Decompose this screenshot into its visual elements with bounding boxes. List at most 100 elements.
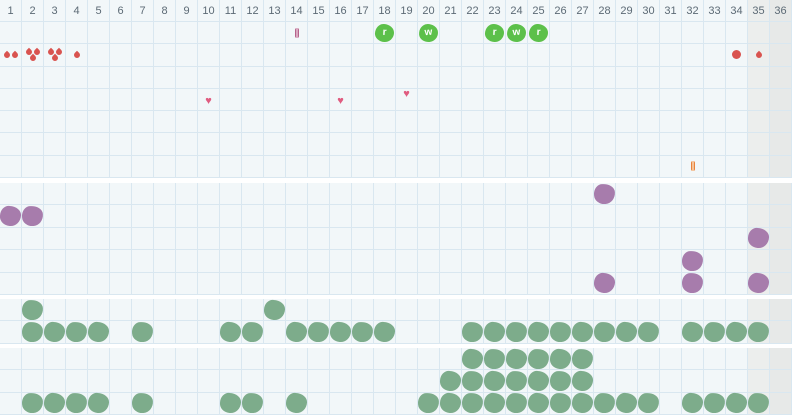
grid-cell[interactable] [594, 22, 616, 45]
grid-cell[interactable] [638, 272, 660, 295]
grid-cell[interactable] [418, 205, 440, 228]
grid-cell[interactable] [286, 133, 308, 156]
grid-cell[interactable] [638, 182, 660, 206]
purple-crop-icon[interactable] [593, 272, 616, 294]
grid-cell[interactable] [352, 88, 374, 112]
grid-cell[interactable] [110, 250, 132, 273]
grid-cell[interactable]: ♥ [330, 88, 352, 112]
grid-cell[interactable] [418, 347, 440, 371]
green-crop-icon[interactable] [527, 321, 550, 343]
grid-cell[interactable] [462, 272, 484, 295]
grid-cell[interactable] [506, 88, 528, 112]
grid-cell[interactable] [748, 347, 770, 371]
grid-cell[interactable] [66, 66, 88, 89]
grid-cell[interactable] [462, 205, 484, 228]
grid-cell[interactable] [264, 227, 286, 251]
grid-cell[interactable] [704, 44, 726, 67]
grid-cell[interactable] [88, 370, 110, 393]
grid-cell[interactable] [726, 111, 748, 134]
grid-cell[interactable] [704, 298, 726, 322]
grid-cell[interactable] [286, 88, 308, 112]
grid-cell[interactable] [286, 250, 308, 273]
grid-cell[interactable] [352, 392, 374, 415]
grid-cell[interactable] [264, 22, 286, 45]
grid-cell[interactable] [21, 205, 44, 228]
grid-cell[interactable] [571, 347, 594, 371]
grid-cell[interactable] [0, 44, 22, 67]
grid-cell[interactable] [198, 321, 220, 344]
grid-cell[interactable] [176, 66, 198, 89]
green-crop-icon[interactable] [549, 321, 572, 343]
grid-cell[interactable] [22, 22, 44, 45]
grid-cell[interactable] [88, 44, 110, 67]
grid-cell[interactable] [484, 111, 506, 134]
grid-cell[interactable] [242, 44, 264, 67]
grid-cell[interactable] [110, 44, 132, 67]
grid-cell[interactable] [725, 392, 748, 415]
grid-cell[interactable] [66, 272, 88, 295]
grid-cell[interactable] [44, 250, 66, 273]
green-crop-icon[interactable] [263, 299, 286, 321]
grid-cell[interactable] [638, 227, 660, 251]
green-crop-icon[interactable] [21, 392, 44, 414]
grid-cell[interactable] [110, 22, 132, 45]
grid-cell[interactable] [461, 370, 484, 393]
grid-cell[interactable] [44, 66, 66, 89]
grid-cell[interactable] [594, 111, 616, 134]
grid-cell[interactable] [220, 205, 242, 228]
grid-cell[interactable] [44, 227, 66, 251]
grid-cell[interactable] [638, 250, 660, 273]
grid-cell[interactable] [242, 250, 264, 273]
grid-cell[interactable] [44, 44, 66, 67]
grid-cell[interactable] [242, 155, 264, 178]
grid-cell[interactable] [132, 155, 154, 178]
grid-cell[interactable] [154, 370, 176, 393]
grid-cell[interactable] [572, 298, 594, 322]
grid-cell[interactable] [660, 250, 682, 273]
grid-cell[interactable] [748, 155, 770, 178]
purple-crop-icon[interactable] [593, 182, 616, 205]
grid-cell[interactable] [198, 298, 220, 322]
grid-cell[interactable] [527, 370, 550, 393]
grid-cell[interactable] [330, 392, 352, 415]
grid-cell[interactable] [703, 392, 726, 415]
grid-cell[interactable] [660, 227, 682, 251]
grid-cell[interactable] [704, 272, 726, 295]
grid-cell[interactable] [418, 298, 440, 322]
grid-cell[interactable] [660, 272, 682, 295]
grid-cell[interactable] [0, 250, 22, 273]
grid-cell[interactable] [308, 133, 330, 156]
grid-cell[interactable] [66, 155, 88, 178]
green-crop-icon[interactable] [329, 321, 352, 343]
grid-cell[interactable] [748, 66, 770, 89]
grid-cell[interactable] [374, 111, 396, 134]
green-crop-icon[interactable] [131, 392, 154, 414]
grid-cell[interactable] [374, 250, 396, 273]
grid-cell[interactable] [220, 111, 242, 134]
grid-cell[interactable] [88, 347, 110, 371]
grid-cell[interactable] [0, 88, 22, 112]
grid-cell[interactable] [506, 205, 528, 228]
grid-cell[interactable] [770, 227, 792, 251]
grid-cell[interactable] [88, 66, 110, 89]
grid-cell[interactable] [396, 321, 418, 344]
grid-cell[interactable] [154, 321, 176, 344]
grid-cell[interactable] [374, 88, 396, 112]
grid-cell[interactable] [110, 133, 132, 156]
grid-cell[interactable] [352, 133, 374, 156]
grid-cell[interactable] [65, 392, 88, 415]
grid-cell[interactable] [374, 133, 396, 156]
grid-cell[interactable] [22, 227, 44, 251]
grid-cell[interactable] [505, 321, 528, 344]
green-crop-icon[interactable] [351, 321, 374, 343]
grid-cell[interactable] [286, 155, 308, 178]
grid-cell[interactable] [264, 155, 286, 178]
grid-cell[interactable] [461, 347, 484, 371]
grid-cell[interactable] [594, 347, 616, 371]
grid-cell[interactable] [484, 182, 506, 206]
grid-cell[interactable] [660, 392, 682, 415]
grid-cell[interactable] [748, 133, 770, 156]
grid-cell[interactable] [550, 250, 572, 273]
grid-cell[interactable] [44, 205, 66, 228]
grid-cell[interactable] [593, 182, 616, 206]
